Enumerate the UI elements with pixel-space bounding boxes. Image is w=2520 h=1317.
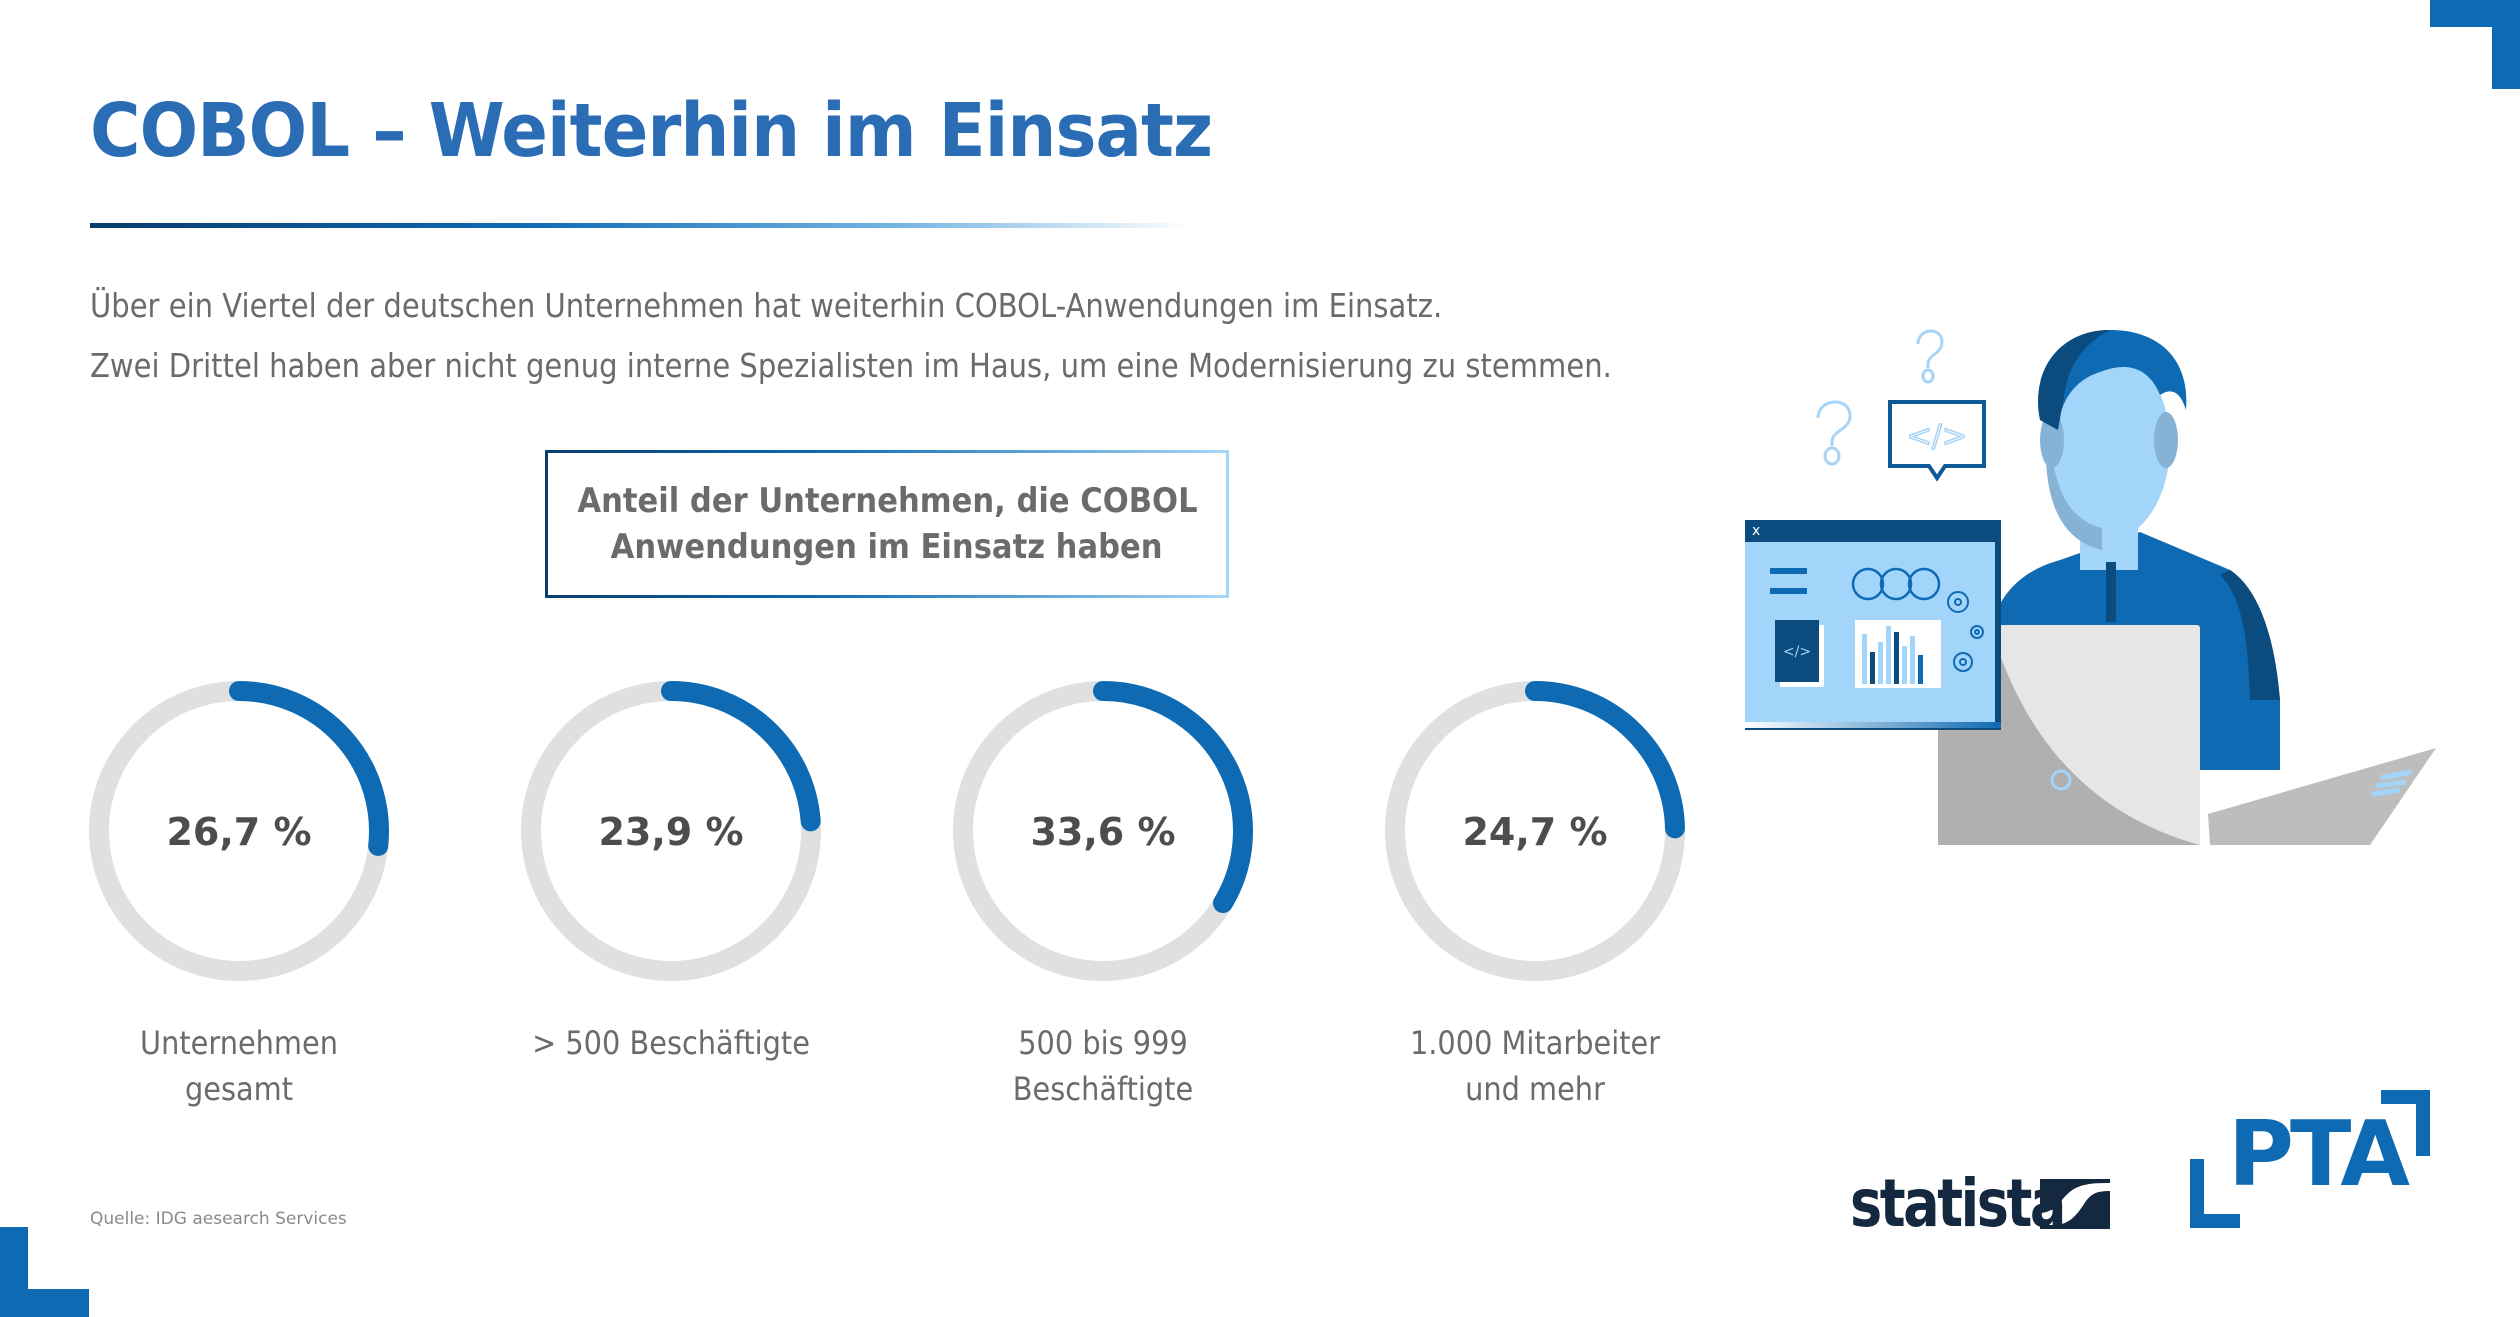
ring-progress-arc bbox=[661, 681, 821, 832]
ring-category-label-line: gesamt bbox=[185, 1070, 293, 1108]
developer-illustration: </> x </> bbox=[1745, 329, 2436, 845]
ring-category-label-line: 1.000 Mitarbeiter bbox=[1409, 1024, 1661, 1062]
question-mark-icon bbox=[1816, 400, 1852, 466]
ring-progress-arc bbox=[1093, 681, 1253, 914]
corner-accent-top-right-v bbox=[2492, 0, 2520, 89]
intro-line-1: Über ein Viertel der deutschen Unternehm… bbox=[90, 286, 1443, 325]
svg-text:</>: </> bbox=[1783, 644, 1811, 660]
pta-logo: PTA bbox=[2190, 1090, 2430, 1228]
ring-category-label: > 500 Beschäftigte bbox=[509, 1020, 833, 1066]
ring-3: 33,6 % bbox=[953, 681, 1253, 981]
mini-bar-chart-icon bbox=[1862, 626, 1923, 684]
ring-category-label-line: Unternehmen bbox=[140, 1024, 338, 1062]
ring-4: 24,7 % bbox=[1385, 681, 1685, 981]
gear-icon bbox=[1947, 591, 1984, 672]
ring-1: 26,7 % bbox=[89, 681, 389, 981]
corner-accent-bottom-left-h bbox=[0, 1289, 89, 1317]
statista-wave-icon bbox=[2040, 1178, 2110, 1229]
chart-title-box-inner: Anteil der Unternehmen, die COBOL Anwend… bbox=[548, 453, 1226, 595]
ring-value-label: 23,9 % bbox=[598, 810, 743, 854]
ring-category-label: 1.000 Mitarbeiter und mehr bbox=[1373, 1020, 1697, 1112]
question-mark-icon bbox=[1916, 329, 1944, 384]
pta-bracket-right-v bbox=[2416, 1090, 2430, 1156]
ring-progress-arc bbox=[229, 681, 389, 856]
statista-logo: statista bbox=[1850, 1165, 2110, 1242]
ring-2: 23,9 % bbox=[521, 681, 821, 981]
ring-progress-arc bbox=[1525, 681, 1685, 839]
ring-value-label: 26,7 % bbox=[166, 810, 311, 854]
ring-category-label: Unternehmen gesamt bbox=[77, 1020, 401, 1112]
ring-value-label: 24,7 % bbox=[1462, 810, 1607, 854]
window-close-icon: x bbox=[1752, 523, 1760, 539]
intro-line-2: Zwei Drittel haben aber nicht genug inte… bbox=[90, 346, 1612, 385]
source-note: Quelle: IDG aesearch Services bbox=[90, 1209, 347, 1229]
ring-category-label-line: Beschäftigte bbox=[1012, 1070, 1194, 1108]
ring-category-label-line: 500 bis 999 bbox=[1018, 1024, 1188, 1062]
ring-category-label: 500 bis 999 Beschäftigte bbox=[941, 1020, 1265, 1112]
chart-title-line-1: Anteil der Unternehmen, die COBOL bbox=[576, 481, 1198, 521]
pta-logo-text: PTA bbox=[2228, 1102, 2410, 1207]
laptop-icon bbox=[1938, 625, 2436, 845]
ring-category-label-line: > 500 Beschäftigte bbox=[532, 1024, 810, 1062]
pta-bracket-left-v bbox=[2190, 1159, 2204, 1228]
app-window-icon: x </> bbox=[1745, 520, 2001, 730]
ring-value-label: 33,6 % bbox=[1030, 810, 1175, 854]
statista-logo-text: statista bbox=[1850, 1165, 2066, 1242]
code-bubble-icon: </> bbox=[1888, 400, 1986, 482]
chart-title-box: Anteil der Unternehmen, die COBOL Anwend… bbox=[545, 450, 1229, 598]
title-divider bbox=[90, 223, 1190, 228]
pta-bracket-left-h bbox=[2190, 1214, 2240, 1228]
page-title: COBOL – Weiterhin im Einsatz bbox=[90, 88, 1213, 174]
progress-rings-chart: 26,7 % 23,9 % 33,6 % 24,7 % bbox=[89, 681, 1685, 981]
chart-title-line-2: Anwendungen im Einsatz haben bbox=[611, 527, 1163, 567]
ring-category-label-line: und mehr bbox=[1465, 1070, 1605, 1108]
svg-text:</>: </> bbox=[1907, 419, 1967, 454]
